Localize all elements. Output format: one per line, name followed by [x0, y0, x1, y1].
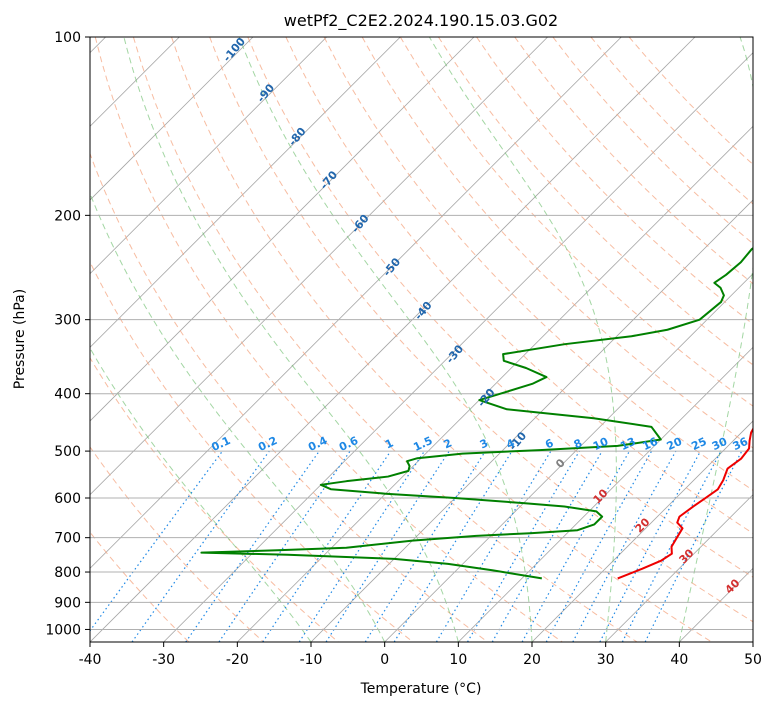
- moist-adiabat-line: [428, 37, 617, 642]
- dry-adiabat-line: [323, 37, 753, 491]
- mixing-ratio-line: [218, 450, 351, 642]
- mixing-ratio-label: 30: [710, 435, 730, 453]
- dry-adiabat-line: [285, 37, 753, 535]
- dry-adiabat-line: [247, 37, 753, 578]
- chart-title: wetPf2_C2E2.2024.190.15.03.G02: [284, 11, 558, 31]
- dry-adiabat-line: [90, 356, 339, 642]
- mixing-ratio-label: 16: [640, 435, 660, 453]
- x-tick-label: 20: [523, 652, 541, 668]
- mixing-ratio-label: 13: [618, 435, 637, 453]
- dry-adiabat-line: [94, 37, 563, 642]
- sounding-series: [200, 246, 753, 580]
- x-axis: -40 -30 -20 -10 0 10 20 30 40 50: [79, 642, 762, 668]
- mixing-ratio-label: 36: [731, 435, 751, 453]
- x-tick-label: -30: [152, 652, 175, 668]
- isotherm-line: [90, 37, 475, 422]
- x-axis-label: Temperature (°C): [360, 681, 482, 697]
- mixing-ratio-line: [572, 450, 677, 642]
- y-tick-label: 400: [54, 387, 81, 403]
- dry-adiabat-line: [514, 37, 753, 285]
- mixing-ratio-line: [262, 450, 392, 642]
- moist-adiabat-line: [238, 37, 533, 642]
- y-tick-label: 800: [54, 565, 81, 581]
- dewpoint-line: [200, 246, 753, 580]
- y-axis-label: Pressure (hPa): [12, 289, 28, 389]
- mixing-ratio-label: 25: [689, 435, 708, 453]
- isotherm-line: [90, 37, 696, 642]
- isotherm-line: [458, 346, 753, 642]
- mixing-ratio-label: 20: [665, 435, 685, 453]
- x-tick-label: 10: [449, 652, 467, 668]
- mixing-ratio-line: [599, 450, 702, 642]
- y-tick-label: 900: [54, 595, 81, 611]
- x-tick-label: -40: [79, 652, 102, 668]
- y-axis: 100 200 300 400 500 600 700 800 900 1000: [45, 30, 90, 638]
- y-tick-label: 1000: [45, 622, 81, 638]
- mixing-ratio-label: 10: [591, 435, 611, 453]
- x-tick-label: -20: [226, 652, 249, 668]
- mixing-ratio-line: [364, 450, 486, 642]
- dry-adiabat-line: [209, 37, 753, 623]
- dry-adiabat-line: [132, 37, 638, 642]
- dry-adiabat-line: [171, 37, 713, 642]
- mixing-ratio-line: [466, 450, 580, 642]
- moist-adiabat-line: [90, 347, 312, 642]
- x-tick-label: 30: [597, 652, 615, 668]
- x-tick-label: -10: [300, 652, 323, 668]
- mixing-ratio-line: [325, 450, 450, 642]
- x-tick-label: 40: [670, 652, 688, 668]
- isotherm-line: [605, 494, 753, 642]
- moist-adiabat-line: [678, 37, 753, 642]
- y-tick-label: 100: [54, 30, 81, 46]
- isotherm-line: [163, 52, 753, 642]
- isotherm-line: [90, 37, 254, 201]
- temperature-line: [617, 427, 753, 580]
- plot-frame: [89, 36, 754, 643]
- x-tick-label: 0: [380, 652, 389, 668]
- y-tick-label: 700: [54, 531, 81, 547]
- isotherm-line: [90, 37, 622, 569]
- dry-adiabat-line: [476, 37, 753, 325]
- isotherm-line: [90, 37, 327, 275]
- y-tick-label: 300: [54, 313, 81, 329]
- y-tick-label: 500: [54, 444, 81, 460]
- isotherm-line: [384, 273, 753, 642]
- mixing-ratio-line: [131, 450, 270, 642]
- dry-adiabat-line: [90, 152, 488, 642]
- y-tick-label: 200: [54, 208, 81, 224]
- moist-adiabat-line: [123, 37, 459, 642]
- dry-adiabat-line: [438, 37, 753, 366]
- dry-adiabat-line: [90, 446, 264, 642]
- isotherm-line: [237, 125, 753, 642]
- isotherm-line: [531, 420, 753, 642]
- x-tick-label: 50: [744, 652, 762, 668]
- pressure-gridlines: [90, 37, 753, 630]
- moist-adiabat-line: [90, 192, 386, 642]
- dry-adiabat-line: [90, 260, 414, 642]
- isotherm-line: [90, 37, 548, 496]
- y-tick-label: 600: [54, 491, 81, 507]
- mixing-ratio-line: [185, 450, 320, 642]
- mixing-ratio-line: [435, 450, 552, 642]
- background-lines: [90, 37, 753, 642]
- isotherm-line: [90, 37, 401, 348]
